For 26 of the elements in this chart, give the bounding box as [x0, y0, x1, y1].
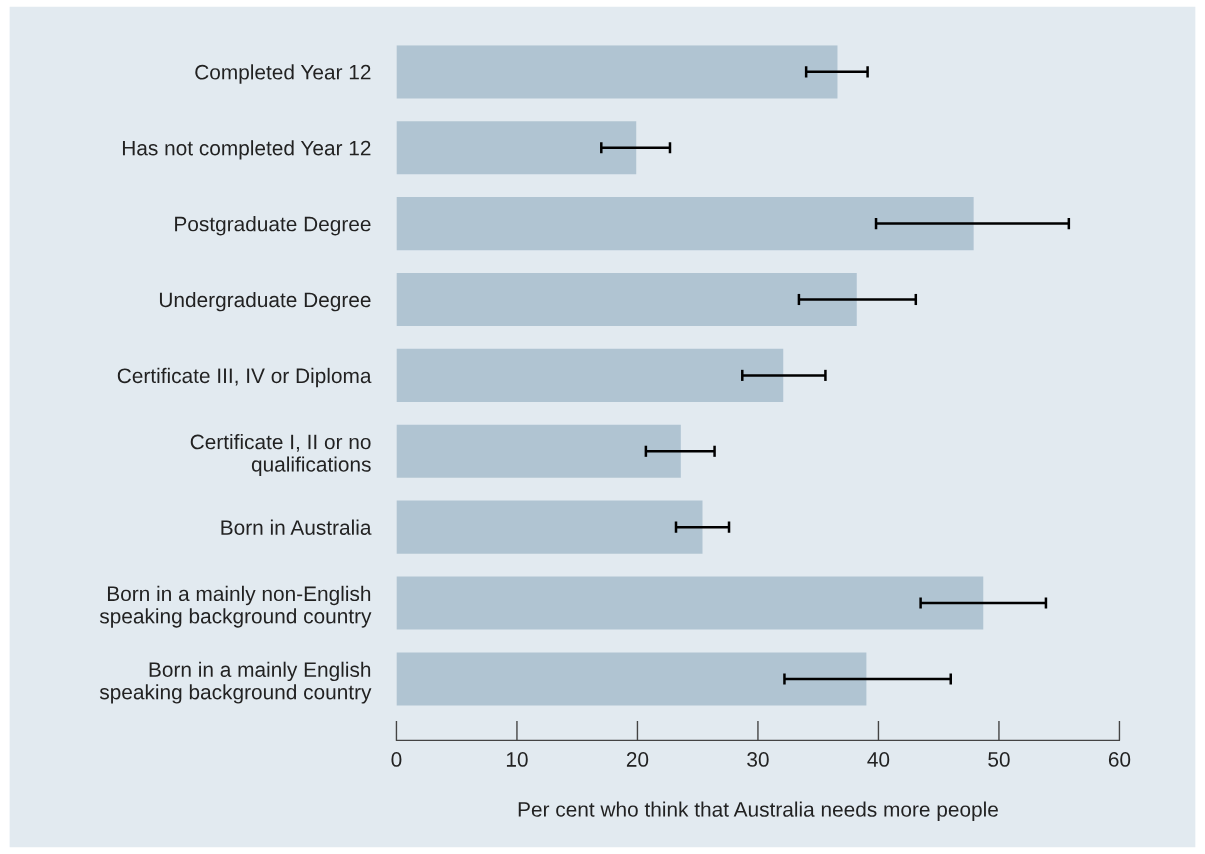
bar: [396, 652, 867, 706]
bar: [396, 424, 681, 478]
bar: [396, 576, 984, 630]
x-tick-label: 20: [626, 752, 649, 767]
x-tick-label: 0: [391, 752, 402, 767]
bar: [396, 272, 857, 327]
x-tick-label: 40: [867, 752, 890, 767]
y-tick-label: Born in a mainly non-English speaking background country: [99, 585, 372, 628]
bar: [396, 500, 703, 554]
y-tick-label: Born in a mainly English speaking background country: [99, 661, 372, 704]
x-tick-label: 10: [506, 752, 528, 767]
y-tick-label: Born in Australia: [221, 519, 372, 535]
x-tick-label: 50: [988, 752, 1010, 767]
bar: [396, 121, 637, 175]
x-tick-label: 30: [747, 752, 769, 767]
y-tick-label: Certificate III, IV or Diploma: [117, 367, 372, 388]
bar: [396, 197, 974, 251]
y-tick-label: Undergraduate Degree: [159, 291, 371, 312]
x-axis-title: Per cent who think that Australia needs more people: [518, 801, 998, 821]
y-tick-label: Has not completed Year 12: [122, 140, 371, 160]
y-tick-label: Certificate I, II or no qualifications: [190, 434, 371, 476]
bar: [396, 348, 784, 402]
x-tick-label: 60: [1108, 752, 1131, 767]
y-tick-label: Completed Year 12: [195, 64, 371, 84]
bar: [396, 45, 838, 99]
y-tick-label: Postgraduate Degree: [175, 216, 371, 236]
